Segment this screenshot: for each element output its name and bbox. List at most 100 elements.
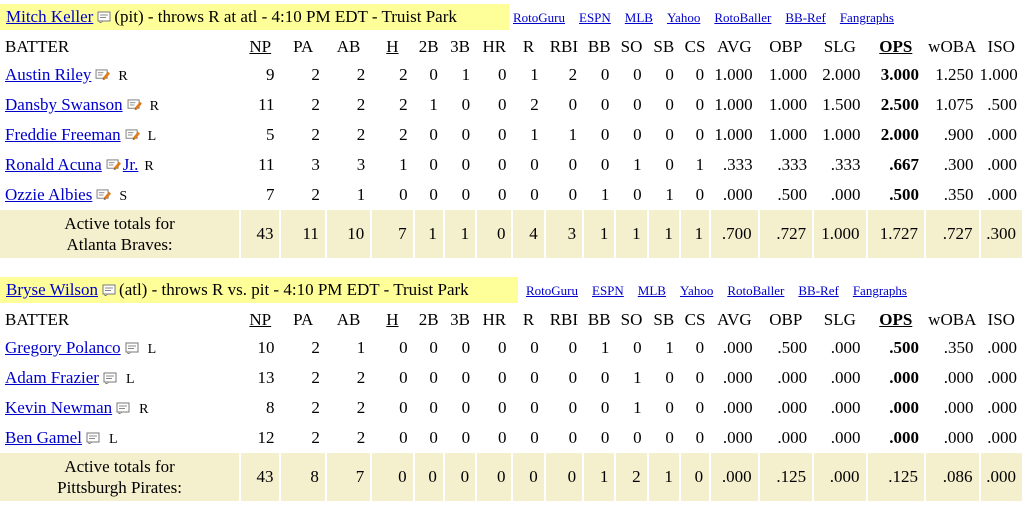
stat-r: 2: [530, 95, 539, 114]
total-2b: 0: [413, 453, 445, 501]
link-fangraphs[interactable]: Fangraphs: [852, 283, 907, 298]
total-np: 43: [240, 210, 282, 258]
sort-link[interactable]: OPS: [879, 37, 913, 56]
stat-h: 0: [399, 368, 408, 387]
link-rotoballer[interactable]: RotoBaller: [727, 283, 785, 298]
batter-suffix-link[interactable]: Jr.: [122, 155, 139, 174]
stat-rbi: 0: [568, 338, 578, 357]
stat-ab: 1: [356, 185, 366, 204]
col-header-3b: 3B: [450, 310, 470, 329]
stat-iso: .000: [987, 338, 1017, 357]
stat-obp: .000: [777, 368, 808, 387]
batter-name-link[interactable]: Kevin Newman: [5, 398, 113, 417]
batter-name-link[interactable]: Dansby Swanson: [5, 95, 123, 114]
batter-name-link[interactable]: Gregory Polanco: [5, 338, 121, 357]
stat-slg: .000: [830, 338, 861, 357]
col-header-np[interactable]: NP: [240, 34, 280, 60]
notes-icon[interactable]: [86, 432, 101, 444]
stat-hr: 0: [497, 65, 507, 84]
notes-edit-icon[interactable]: [106, 159, 121, 171]
batter-hand: L: [108, 432, 118, 447]
pitcher-name-link[interactable]: Mitch Keller: [6, 7, 94, 26]
col-header-ops[interactable]: OPS: [867, 34, 926, 60]
stat-sb: 1: [665, 185, 674, 204]
sort-link[interactable]: OPS: [879, 310, 913, 329]
link-fangraphs[interactable]: Fangraphs: [839, 10, 894, 25]
total-woba: .086: [925, 453, 981, 501]
batter-hand: L: [147, 129, 157, 144]
col-header-2b: 2B: [418, 310, 439, 329]
stat-r: 0: [530, 185, 539, 204]
link-bb-ref[interactable]: BB-Ref: [785, 10, 826, 25]
stat-ops: .500: [889, 338, 920, 357]
stat-ab: 2: [356, 125, 366, 144]
stat-np: 11: [258, 155, 275, 174]
stat-slg: .000: [830, 398, 861, 417]
stat-hr: 0: [497, 95, 507, 114]
link-rotoguru[interactable]: RotoGuru: [513, 10, 565, 25]
notes-edit-icon[interactable]: [127, 99, 142, 111]
col-header-bb: BB: [587, 310, 611, 329]
total-ops: .125: [866, 453, 927, 501]
col-header-ops[interactable]: OPS: [867, 307, 926, 333]
col-header-np[interactable]: NP: [240, 307, 280, 333]
stat-3b: 0: [461, 368, 471, 387]
col-header-slg: SLG: [823, 37, 856, 56]
total-obp: .125: [758, 453, 815, 501]
link-rotoballer[interactable]: RotoBaller: [714, 10, 772, 25]
link-rotoguru[interactable]: RotoGuru: [526, 283, 578, 298]
total-r: 0: [512, 453, 546, 501]
notes-edit-icon[interactable]: [96, 189, 112, 201]
link-mlb[interactable]: MLB: [637, 283, 666, 298]
total-2b: 1: [413, 210, 445, 258]
batter-name-link[interactable]: Austin Riley: [5, 65, 92, 84]
notes-icon[interactable]: [116, 402, 131, 414]
link-yahoo[interactable]: Yahoo: [679, 283, 714, 298]
stat-sb: 0: [665, 95, 674, 114]
col-header-h[interactable]: H: [371, 307, 413, 333]
col-header-h[interactable]: H: [371, 34, 413, 60]
sort-link[interactable]: H: [386, 310, 399, 329]
total-bb: 1: [583, 453, 617, 501]
stat-r: 0: [530, 428, 539, 447]
batter-name-link[interactable]: Adam Frazier: [5, 368, 99, 387]
batter-name-link[interactable]: Freddie Freeman: [5, 125, 121, 144]
stat-ab: 2: [356, 428, 366, 447]
link-espn[interactable]: ESPN: [579, 10, 611, 25]
stat-3b: 0: [461, 125, 471, 144]
link-espn[interactable]: ESPN: [592, 283, 624, 298]
stat-slg: .000: [830, 368, 861, 387]
notes-icon[interactable]: [125, 342, 140, 354]
stat-2b: 0: [429, 125, 438, 144]
totals-label: Active totals for Atlanta Braves:: [0, 210, 242, 258]
notes-edit-icon[interactable]: [125, 129, 140, 141]
total-rbi: 0: [544, 453, 585, 501]
link-mlb[interactable]: MLB: [624, 10, 653, 25]
pitcher-name-link[interactable]: Bryse Wilson: [6, 280, 99, 299]
stat-iso: .000: [987, 428, 1017, 447]
sort-link[interactable]: NP: [249, 37, 272, 56]
stat-np: 13: [257, 368, 275, 387]
sort-link[interactable]: NP: [249, 310, 272, 329]
stat-obp: .000: [777, 398, 808, 417]
stat-h: 0: [399, 398, 408, 417]
stat-hr: 0: [497, 338, 507, 357]
sort-link[interactable]: H: [386, 37, 399, 56]
col-header-hr: HR: [482, 37, 507, 56]
batter-name-link[interactable]: Ozzie Albies: [5, 185, 93, 204]
stat-obp: .333: [777, 155, 808, 174]
notes-icon[interactable]: [102, 284, 117, 296]
stat-iso: .000: [987, 155, 1017, 174]
batter-name-link[interactable]: Ben Gamel: [5, 428, 82, 447]
stat-sb: 0: [665, 125, 674, 144]
stat-ab: 2: [356, 65, 366, 84]
batter-stats-table: BATTER NP PA AB H 2B 3B HR R RBI BB SO SB CS AVG OBP SLG…: [0, 307, 1024, 501]
notes-icon[interactable]: [97, 11, 112, 23]
stat-pa: 2: [311, 428, 320, 447]
link-bb-ref[interactable]: BB-Ref: [798, 283, 839, 298]
link-yahoo[interactable]: Yahoo: [666, 10, 701, 25]
stat-hr: 0: [497, 368, 507, 387]
batter-name-link[interactable]: Ronald Acuna: [5, 155, 102, 174]
notes-icon[interactable]: [103, 372, 118, 384]
notes-edit-icon[interactable]: [95, 69, 111, 81]
